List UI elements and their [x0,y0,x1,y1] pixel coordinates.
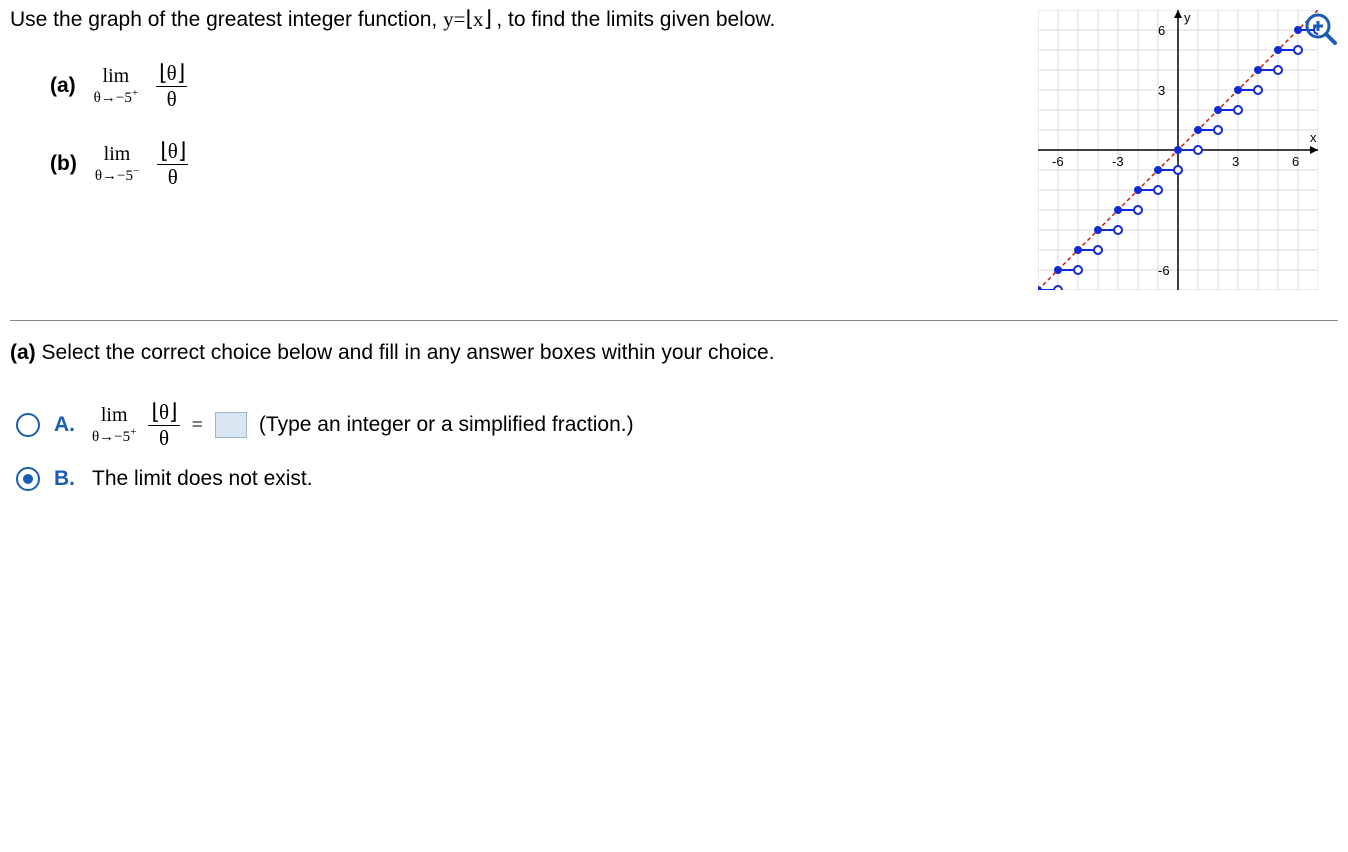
choice-a-fraction: ⌊θ⌋ θ [148,401,179,449]
svg-text:-6: -6 [1052,154,1064,169]
svg-text:3: 3 [1158,83,1165,98]
sub-question-a: (a) lim θ→−5+ ⌊θ⌋ θ [50,62,998,110]
choice-a-equals: = [192,414,203,437]
choice-a-hint: (Type an integer or a simplified fractio… [259,413,634,437]
svg-text:y: y [1184,10,1191,25]
intro-equation: y=⌊x⌋ [443,7,496,31]
zoom-icon[interactable] [1304,12,1338,46]
intro-suffix: , to find the limits given below. [496,8,775,31]
radio-a[interactable] [16,413,40,437]
sub-question-b: (b) lim θ→−5− ⌊θ⌋ θ [50,140,998,188]
sub-b-limit: lim θ→−5− [95,144,139,184]
choice-b-label: B. [54,467,78,491]
svg-text:6: 6 [1292,154,1299,169]
sub-b-label: (b) [50,152,77,176]
choice-a-limit: lim θ→−5+ [92,405,136,445]
choice-a-label: A. [54,413,78,437]
question-intro: Use the graph of the greatest integer fu… [10,6,998,32]
answer-prompt: (a) Select the correct choice below and … [10,341,1338,365]
choice-a-row[interactable]: A. lim θ→−5+ ⌊θ⌋ θ = (Type an integer or… [10,401,1338,449]
choice-a-input[interactable] [215,412,247,438]
svg-text:-3: -3 [1112,154,1124,169]
sub-a-label: (a) [50,74,76,98]
sub-b-fraction: ⌊θ⌋ θ [157,140,188,188]
svg-text:x: x [1310,130,1317,145]
choice-b-text: The limit does not exist. [92,467,313,491]
floor-function-graph: x y -6 -3 3 6 -6 3 6 [1038,10,1318,290]
sub-a-fraction: ⌊θ⌋ θ [156,62,187,110]
svg-text:3: 3 [1232,154,1239,169]
radio-b[interactable] [16,467,40,491]
sub-a-limit: lim θ→−5+ [94,66,138,106]
choice-b-row[interactable]: B. The limit does not exist. [10,467,1338,491]
svg-text:-6: -6 [1158,263,1170,278]
svg-text:6: 6 [1158,23,1165,38]
intro-prefix: Use the graph of the greatest integer fu… [10,8,443,31]
